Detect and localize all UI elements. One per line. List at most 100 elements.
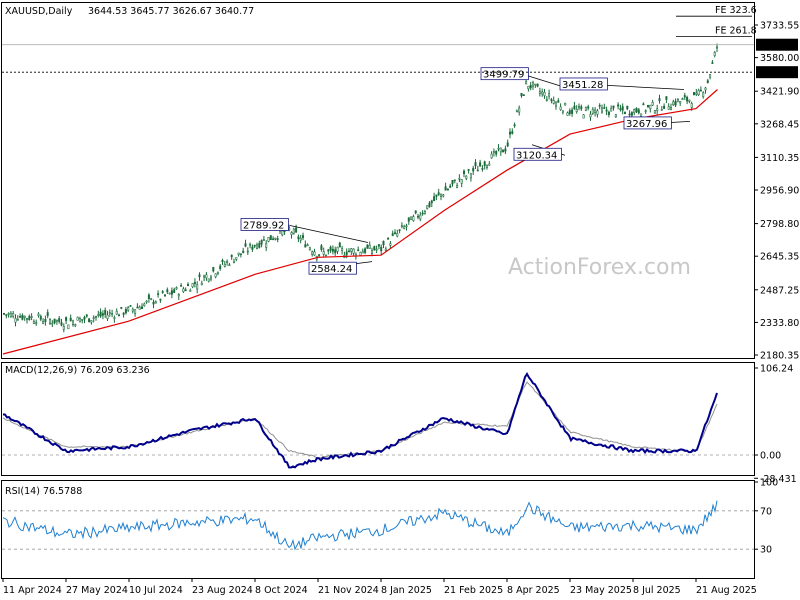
rsi-tick-label: 30	[760, 545, 772, 556]
candle-body	[182, 288, 185, 293]
candle-body	[490, 153, 493, 159]
candle-body	[531, 82, 534, 87]
candle-body	[483, 161, 486, 166]
candle-body	[78, 318, 81, 323]
candle-body	[697, 90, 700, 95]
candle-body	[290, 232, 293, 235]
candle-body	[508, 131, 511, 135]
candle-body	[552, 100, 555, 104]
candle-body	[396, 233, 399, 237]
price-tick-label: 2956.90	[760, 186, 799, 197]
candle-body	[170, 290, 173, 295]
macd-label: MACD(12,26,9) 76.209 63.236	[5, 365, 150, 376]
candle-body	[228, 264, 231, 267]
candle-body	[311, 251, 314, 255]
candle-body	[384, 248, 387, 251]
annotation-2584-box	[308, 261, 357, 275]
candle-body	[35, 322, 38, 324]
price-tag-label: 3640.77	[758, 40, 797, 51]
candle-body	[242, 250, 245, 254]
candle-body	[660, 109, 663, 111]
candle-body	[329, 246, 332, 251]
x-tick-label: 10 Jul 2024	[129, 585, 183, 596]
candle-body	[345, 251, 348, 256]
candle-body	[709, 74, 712, 78]
candle-body	[382, 240, 385, 246]
rsi-line	[2, 500, 718, 551]
candle-body	[653, 110, 656, 114]
candle-body	[561, 110, 564, 113]
macd-line	[2, 372, 718, 469]
triangle-upper-line-3	[599, 84, 685, 90]
candle-body	[633, 109, 636, 114]
candle-body	[239, 253, 242, 256]
x-tick-label: 21 Nov 2024	[318, 585, 379, 596]
candle-body	[118, 314, 121, 317]
candle-body	[414, 210, 417, 214]
candle-body	[187, 284, 190, 287]
candle-body	[97, 314, 100, 316]
annotation-2584: 2584.24	[311, 264, 352, 275]
candle-body	[607, 111, 610, 116]
candle-body	[352, 248, 355, 254]
candle-body	[619, 108, 622, 110]
price-tick-label: 3580.00	[760, 53, 799, 64]
price-tag-label: 3511.49	[758, 68, 797, 79]
candle-body	[154, 301, 157, 304]
candle-body	[370, 249, 373, 254]
candle-body	[488, 163, 491, 166]
candle-body	[2, 313, 5, 315]
candle-body	[435, 194, 438, 197]
price-tick-label: 3421.90	[760, 87, 799, 98]
candle-body	[605, 109, 608, 112]
candle-body	[205, 274, 208, 279]
candle-body	[145, 300, 148, 303]
candle-body	[711, 62, 714, 64]
candle-body	[580, 106, 583, 110]
candle-body	[437, 192, 440, 195]
candle-body	[368, 244, 371, 249]
candle-body	[444, 186, 447, 191]
candle-body	[324, 254, 327, 257]
rsi-tick-label: 100	[760, 478, 778, 489]
candle-body	[173, 289, 176, 293]
candle-body	[405, 225, 408, 228]
candle-body	[513, 124, 516, 127]
candle-body	[230, 254, 233, 258]
candle-body	[304, 244, 307, 248]
candle-body	[525, 81, 528, 85]
macd-tick-label: -28.431	[760, 474, 797, 485]
candle-body	[200, 282, 203, 286]
candle-body	[157, 293, 160, 295]
candle-body	[166, 289, 169, 293]
candle-body	[331, 248, 334, 252]
annotation-3499-box	[480, 67, 529, 81]
price-panel-frame	[1, 2, 755, 359]
candle-body	[421, 212, 424, 215]
candle-body	[72, 320, 75, 326]
price-tick-label: 3268.45	[760, 119, 799, 130]
candle-body	[692, 92, 695, 96]
candle-body	[419, 214, 422, 220]
price-tick-label: 2487.25	[760, 285, 799, 296]
candle-body	[713, 52, 716, 56]
candle-body	[646, 105, 649, 107]
candle-body	[550, 99, 553, 101]
candle-body	[571, 109, 574, 114]
candle-body	[451, 180, 454, 185]
candle-body	[260, 240, 263, 245]
candle-body	[656, 108, 659, 111]
candle-body	[391, 233, 394, 236]
x-tick-label: 8 Apr 2025	[507, 585, 560, 596]
annotation-3451: 3451.28	[562, 80, 603, 91]
candle-body	[297, 236, 300, 239]
candle-body	[400, 225, 403, 228]
candle-body	[164, 294, 167, 297]
macd-tick-label: 106.24	[760, 364, 793, 375]
candle-body	[76, 316, 79, 321]
candle-body	[573, 105, 576, 110]
candle-body	[207, 278, 210, 282]
candle-body	[502, 149, 505, 153]
candle-body	[589, 113, 592, 118]
candle-body	[621, 106, 624, 111]
